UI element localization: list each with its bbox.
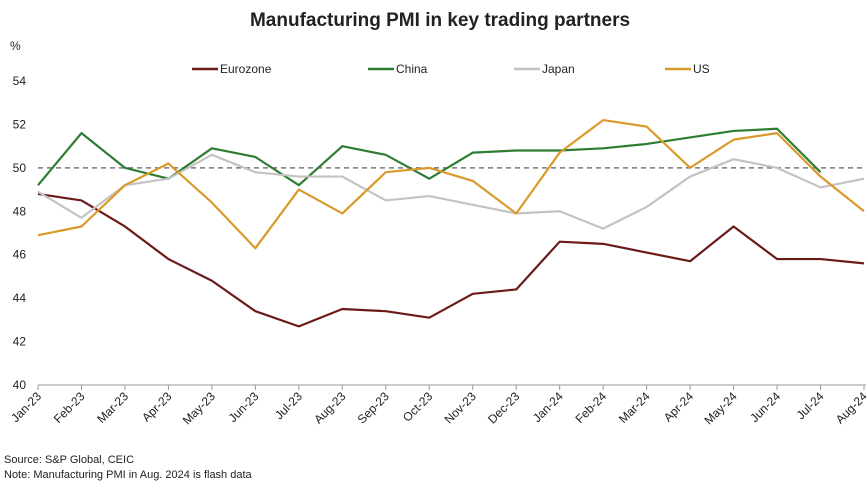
series-line (37, 127, 822, 187)
x-tick-label: Jan-23 (8, 389, 44, 425)
y-tick-label: 50 (13, 161, 27, 175)
source: Source: S&P Global, CEIC (4, 454, 134, 466)
legend-label: Japan (542, 62, 575, 76)
x-tick-label: Sep-23 (355, 389, 392, 426)
x-tick-label: Nov-23 (442, 389, 479, 426)
x-tick-label: Jun-24 (747, 389, 783, 425)
legend-label: Eurozone (220, 62, 272, 76)
y-axis-label: % (10, 39, 21, 53)
x-tick-label: Jan-24 (530, 389, 566, 425)
x-tick-label: May-24 (702, 389, 740, 427)
x-tick-label: Feb-24 (572, 389, 609, 426)
note: Note: Manufacturing PMI in Aug. 2024 is … (4, 469, 253, 481)
x-tick-label: Jul-23 (272, 389, 305, 422)
x-tick-label: Feb-23 (51, 389, 88, 426)
chart-title: Manufacturing PMI in key trading partner… (250, 10, 630, 31)
series-line (37, 153, 865, 230)
x-tick-label: Aug-23 (311, 389, 348, 426)
y-tick-label: 44 (13, 291, 27, 305)
x-tick-label: Jul-24 (794, 389, 827, 422)
y-tick-label: 54 (13, 74, 27, 88)
series-line (37, 118, 865, 250)
x-tick-label: Mar-23 (94, 389, 131, 426)
x-tick-label: Dec-23 (485, 389, 522, 426)
legend-label: China (396, 62, 428, 76)
y-tick-label: 52 (13, 117, 27, 131)
x-tick-label: Apr-23 (139, 389, 175, 425)
y-tick-label: 40 (13, 378, 27, 392)
legend-label: US (693, 62, 710, 76)
x-tick-label: Jun-23 (226, 389, 262, 425)
y-tick-label: 48 (13, 204, 27, 218)
series-line (37, 192, 865, 328)
x-tick-label: May-23 (180, 389, 218, 427)
x-tick-label: Oct-23 (400, 389, 436, 425)
y-tick-label: 46 (13, 248, 27, 262)
y-tick-label: 42 (13, 335, 27, 349)
x-tick-label: Aug-24 (833, 389, 866, 426)
x-tick-label: Apr-24 (661, 389, 697, 425)
x-tick-label: Mar-24 (616, 389, 653, 426)
